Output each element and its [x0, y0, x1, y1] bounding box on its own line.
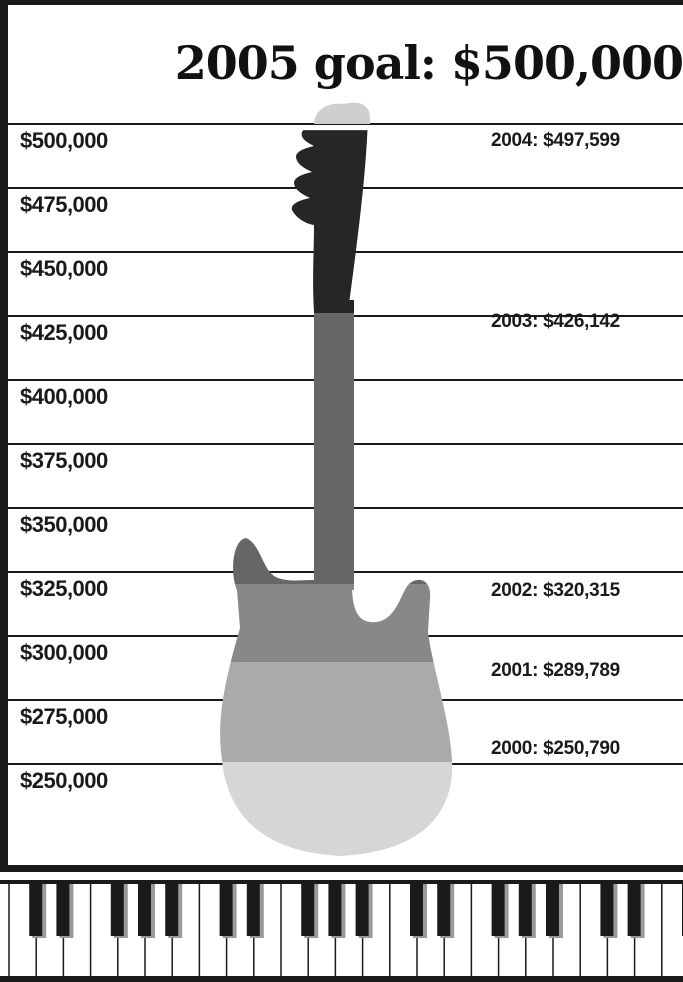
- bar-2003: [220, 313, 453, 584]
- piano-black-key: [627, 884, 641, 936]
- y-tick-label: $500,000: [20, 128, 108, 153]
- piano-black-key: [165, 884, 179, 936]
- y-tick-label: $350,000: [20, 512, 108, 537]
- piano-black-key: [29, 884, 43, 936]
- bar-2000: [220, 761, 453, 856]
- annotation-2003: 2003: $426,142: [491, 311, 620, 332]
- chart-title: 2005 goal: $500,000: [174, 36, 683, 90]
- y-tick-label: $275,000: [20, 704, 108, 729]
- piano-black-key: [138, 884, 151, 936]
- bar-2004: [220, 130, 453, 314]
- piano-black-key: [518, 884, 532, 936]
- piano-black-key: [355, 884, 369, 936]
- annotation-2001: 2001: $289,789: [491, 660, 620, 681]
- y-tick-label: $400,000: [20, 384, 108, 409]
- piano-bottom-bar: [0, 976, 683, 982]
- piano-black-key: [110, 884, 124, 936]
- y-tick-label: $450,000: [20, 256, 108, 281]
- piano-black-key: [410, 884, 423, 936]
- piano-black-key: [219, 884, 233, 936]
- y-tick-label: $475,000: [20, 192, 108, 217]
- annotation-2004: 2004: $497,599: [491, 130, 620, 151]
- annotations: 2000: $250,790 2001: $289,789 2002: $320,3…: [491, 130, 621, 759]
- piano-black-key: [491, 884, 505, 936]
- y-tick-label: $375,000: [20, 448, 108, 473]
- piano-black-key: [437, 884, 451, 936]
- y-tick-label: $300,000: [20, 640, 108, 665]
- tick-labels: $500,000 $475,000 $450,000 $425,000 $400,000…: [20, 128, 109, 793]
- piano-keyboard-decoration: [0, 880, 683, 982]
- piano-black-key: [56, 884, 70, 936]
- y-tick-label: $250,000: [20, 768, 108, 793]
- guitar-progress-chart: $500,000 $475,000 $450,000 $425,000 $400,000…: [8, 102, 683, 856]
- annotation-2000: 2000: $250,790: [491, 738, 620, 759]
- guitar-bands: [220, 130, 453, 856]
- piano-top-bar: [0, 880, 683, 884]
- bar-2002: [220, 583, 453, 663]
- piano-black-key: [246, 884, 260, 936]
- piano-black-key: [600, 884, 614, 936]
- piano-black-key: [328, 884, 342, 936]
- bar-2001: [220, 662, 453, 762]
- chart-frame: [0, 0, 683, 872]
- headstock-cap: [314, 102, 371, 124]
- annotation-2002: 2002: $320,315: [491, 580, 621, 601]
- y-tick-label: $325,000: [20, 576, 108, 601]
- piano-black-key: [546, 884, 559, 936]
- y-tick-label: $425,000: [20, 320, 108, 345]
- piano-black-key: [301, 884, 315, 936]
